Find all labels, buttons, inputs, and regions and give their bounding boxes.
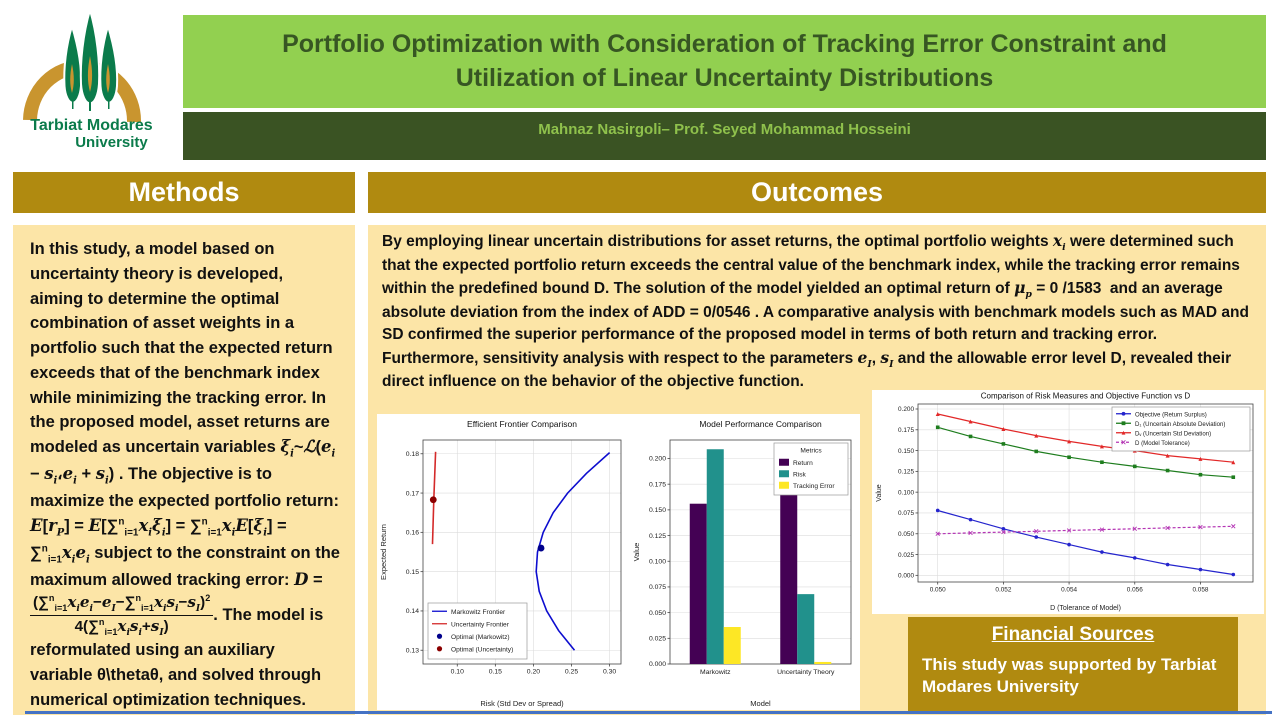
svg-text:0.25: 0.25 xyxy=(565,669,578,676)
svg-text:Markowitz Frontier: Markowitz Frontier xyxy=(451,609,506,616)
poster-author-bar: Mahnaz Nasirgoli– Prof. Seyed Mohammad H… xyxy=(183,112,1266,160)
svg-text:Model Performance Comparison: Model Performance Comparison xyxy=(699,419,822,429)
methods-heading-label: Methods xyxy=(128,177,240,207)
methods-section-header: Methods xyxy=(13,172,355,213)
svg-text:0.175: 0.175 xyxy=(649,481,666,488)
svg-text:0.200: 0.200 xyxy=(898,406,914,413)
svg-text:0.14: 0.14 xyxy=(406,608,419,615)
svg-text:Comparison of Risk Measures an: Comparison of Risk Measures and Objectiv… xyxy=(981,392,1191,401)
logo-line2: University xyxy=(75,133,148,151)
logo-line1: Tarbiat Modares xyxy=(30,117,153,134)
methods-panel: In this study, a model based on uncertai… xyxy=(13,225,355,715)
svg-text:Uncertainty Theory: Uncertainty Theory xyxy=(777,669,835,676)
svg-text:Dᵥ (Uncertain Std Deviation): Dᵥ (Uncertain Std Deviation) xyxy=(1135,430,1211,437)
svg-text:0.150: 0.150 xyxy=(898,448,914,455)
svg-text:Model: Model xyxy=(750,699,771,708)
svg-text:Value: Value xyxy=(876,484,883,501)
svg-text:Efficient Frontier Comparison: Efficient Frontier Comparison xyxy=(467,419,577,429)
svg-text:D (Model Tolerance): D (Model Tolerance) xyxy=(1135,440,1190,447)
svg-text:0.125: 0.125 xyxy=(649,533,666,540)
frontier-performance-figure: 0.10 0.15 0.20 0.25 0.30 0.13 0.14 0.15 0.16 0.17… xyxy=(377,414,860,710)
svg-text:0.025: 0.025 xyxy=(649,636,666,643)
svg-text:0.100: 0.100 xyxy=(898,489,914,496)
tmu-logo-icon xyxy=(23,6,142,123)
financial-sources-heading: Financial Sources xyxy=(991,624,1155,645)
svg-text:0.025: 0.025 xyxy=(898,552,914,559)
svg-text:0.16: 0.16 xyxy=(406,530,419,537)
svg-text:0.052: 0.052 xyxy=(995,587,1011,594)
university-logo: Tarbiat Modares University xyxy=(0,0,183,170)
efficient-frontier-chart: 0.10 0.15 0.20 0.25 0.30 0.13 0.14 0.15 0.16 0.17… xyxy=(377,414,630,710)
svg-text:0.100: 0.100 xyxy=(649,558,666,565)
logo-text: Tarbiat Modares University xyxy=(0,117,183,151)
svg-text:Uncertainty Frontier: Uncertainty Frontier xyxy=(451,621,510,628)
svg-text:0.150: 0.150 xyxy=(649,507,666,514)
svg-text:Optimal (Markowitz): Optimal (Markowitz) xyxy=(451,634,510,641)
svg-text:0.17: 0.17 xyxy=(406,490,419,497)
svg-text:0.15: 0.15 xyxy=(406,569,419,576)
svg-text:0.075: 0.075 xyxy=(649,584,666,591)
svg-text:D (Tolerance of Model): D (Tolerance of Model) xyxy=(1050,605,1121,612)
model-performance-chart: Markowitz Uncertainty Theory 0.000 0.025 0.0… xyxy=(630,414,860,710)
svg-text:Metrics: Metrics xyxy=(800,448,822,455)
outcomes-heading-label: Outcomes xyxy=(750,177,884,207)
svg-text:0.056: 0.056 xyxy=(1127,587,1143,594)
logo-cypress-center xyxy=(79,6,101,113)
svg-text:0.125: 0.125 xyxy=(898,469,914,476)
svg-text:0.10: 0.10 xyxy=(451,669,464,676)
svg-text:Objective (Return Surplus): Objective (Return Surplus) xyxy=(1135,411,1207,418)
svg-text:0.18: 0.18 xyxy=(406,451,419,458)
risk-measures-vs-d-chart: 0.050 0.052 0.054 0.056 0.058 0.000 0.025 0.050… xyxy=(872,390,1264,614)
svg-text:Markowitz: Markowitz xyxy=(700,669,731,676)
svg-text:0.000: 0.000 xyxy=(898,573,914,580)
svg-text:0.058: 0.058 xyxy=(1192,587,1208,594)
outcomes-panel: By employing linear uncertain distributi… xyxy=(368,225,1266,715)
svg-text:Optimal (Uncertainty): Optimal (Uncertainty) xyxy=(451,646,513,653)
svg-text:D₁ (Uncertain Absolute Deviati: D₁ (Uncertain Absolute Deviation) xyxy=(1135,421,1225,428)
svg-text:0.20: 0.20 xyxy=(527,669,540,676)
svg-text:Risk (Std Dev or Spread): Risk (Std Dev or Spread) xyxy=(480,699,564,708)
svg-text:0.175: 0.175 xyxy=(898,427,914,434)
svg-text:0.000: 0.000 xyxy=(649,661,666,668)
outcomes-body-text: By employing linear uncertain distributi… xyxy=(382,231,1249,391)
methods-body-text: In this study, a model based on uncertai… xyxy=(30,240,340,709)
poster-title: Portfolio Optimization with Consideratio… xyxy=(282,29,1167,92)
svg-text:0.200: 0.200 xyxy=(649,456,666,463)
svg-text:0.054: 0.054 xyxy=(1061,587,1077,594)
poster-title-bar: Portfolio Optimization with Consideratio… xyxy=(183,15,1266,108)
bottom-divider xyxy=(25,711,1272,714)
svg-text:0.30: 0.30 xyxy=(603,669,616,676)
poster-authors: Mahnaz Nasirgoli– Prof. Seyed Mohammad H… xyxy=(538,121,911,138)
svg-text:0.075: 0.075 xyxy=(898,510,914,517)
logo-cypress-right xyxy=(99,22,119,111)
svg-text:0.050: 0.050 xyxy=(898,531,914,538)
svg-text:Value: Value xyxy=(632,543,641,562)
logo-cypress-left xyxy=(63,22,83,111)
sensitivity-figure: 0.050 0.052 0.054 0.056 0.058 0.000 0.025 0.050… xyxy=(872,390,1264,614)
svg-text:Risk: Risk xyxy=(793,471,807,478)
svg-text:0.15: 0.15 xyxy=(489,669,502,676)
svg-text:Return: Return xyxy=(793,460,813,467)
svg-text:Tracking Error: Tracking Error xyxy=(793,483,835,490)
financial-sources-body: This study was supported by Tarbiat Moda… xyxy=(922,655,1217,697)
svg-text:0.050: 0.050 xyxy=(930,587,946,594)
svg-text:0.13: 0.13 xyxy=(406,647,419,654)
svg-text:Expected Return: Expected Return xyxy=(379,524,388,580)
svg-text:0.050: 0.050 xyxy=(649,610,666,617)
outcomes-section-header: Outcomes xyxy=(368,172,1266,213)
financial-sources-box: Financial Sources This study was support… xyxy=(908,617,1238,713)
